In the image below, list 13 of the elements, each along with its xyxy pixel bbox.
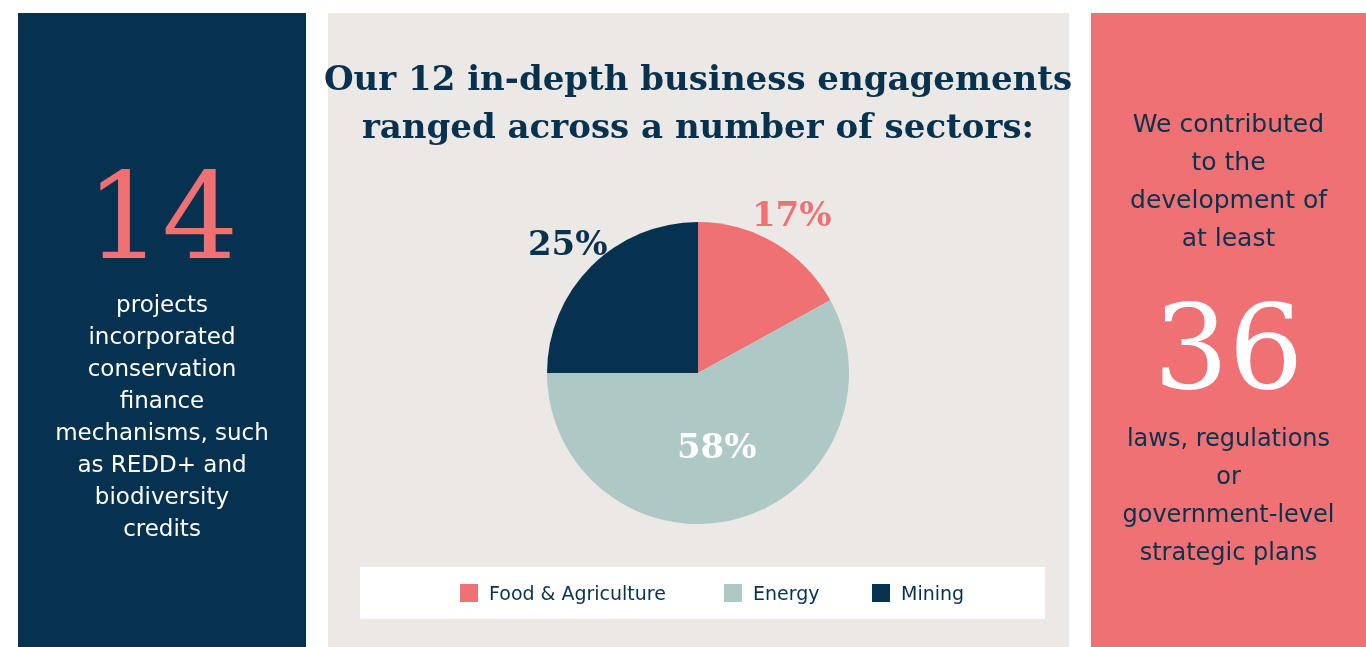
data-label: 25% — [527, 222, 608, 263]
text: 14 — [85, 147, 239, 286]
text: laws, regulations or government-level strategic plans — [1122, 424, 1335, 566]
data-label: 58% — [676, 426, 757, 467]
text: We contributed to the development of at least — [1130, 109, 1329, 252]
text: projects incorporated conservation finance mechanisms, such as REDD+ and biodiversity credits — [55, 291, 269, 541]
legend-label: Food & Agriculture — [489, 582, 666, 604]
chart-title: Our 12 in-depth business engagements ranged across a number of sectors: — [323, 58, 1073, 146]
pie-slice — [547, 300, 849, 524]
text: 36 — [1153, 278, 1304, 416]
legend-label: Energy — [753, 582, 820, 604]
data-label: 17% — [751, 194, 832, 235]
legend-label: Mining — [901, 582, 965, 604]
